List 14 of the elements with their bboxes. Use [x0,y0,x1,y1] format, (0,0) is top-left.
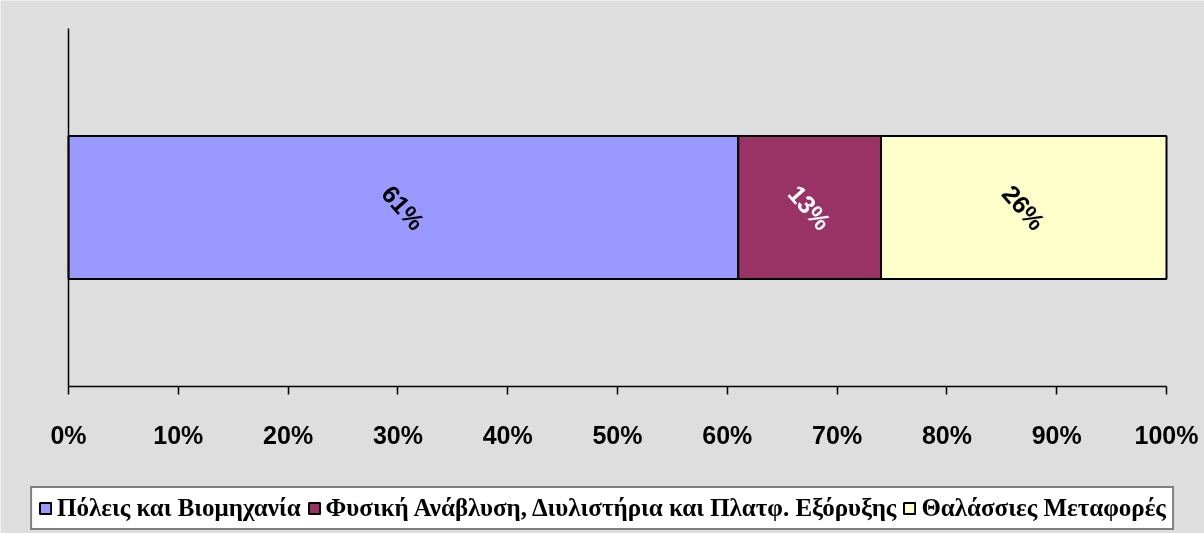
x-tick-label: 80% [921,420,972,449]
legend-label: Θαλάσσιες Μεταφορές [921,494,1166,522]
x-tick-label: 0% [50,420,87,449]
x-tick-label: 50% [592,420,643,449]
x-tick-label: 90% [1031,420,1082,449]
x-tick-label: 60% [702,420,753,449]
x-tick-label: 10% [153,420,204,449]
x-tick-label: 40% [482,420,533,449]
legend-label: Φυσική Ανάβλυση, Διυλιστήρια και Πλατφ. Εξόρυξης [325,494,897,522]
x-tick-label: 30% [372,420,423,449]
legend-label: Πόλεις και Βιομηχανία [57,494,301,522]
x-tick-label: 20% [263,420,314,449]
x-tick-label: 70% [812,420,863,449]
x-tick-label: 100% [1134,420,1199,449]
